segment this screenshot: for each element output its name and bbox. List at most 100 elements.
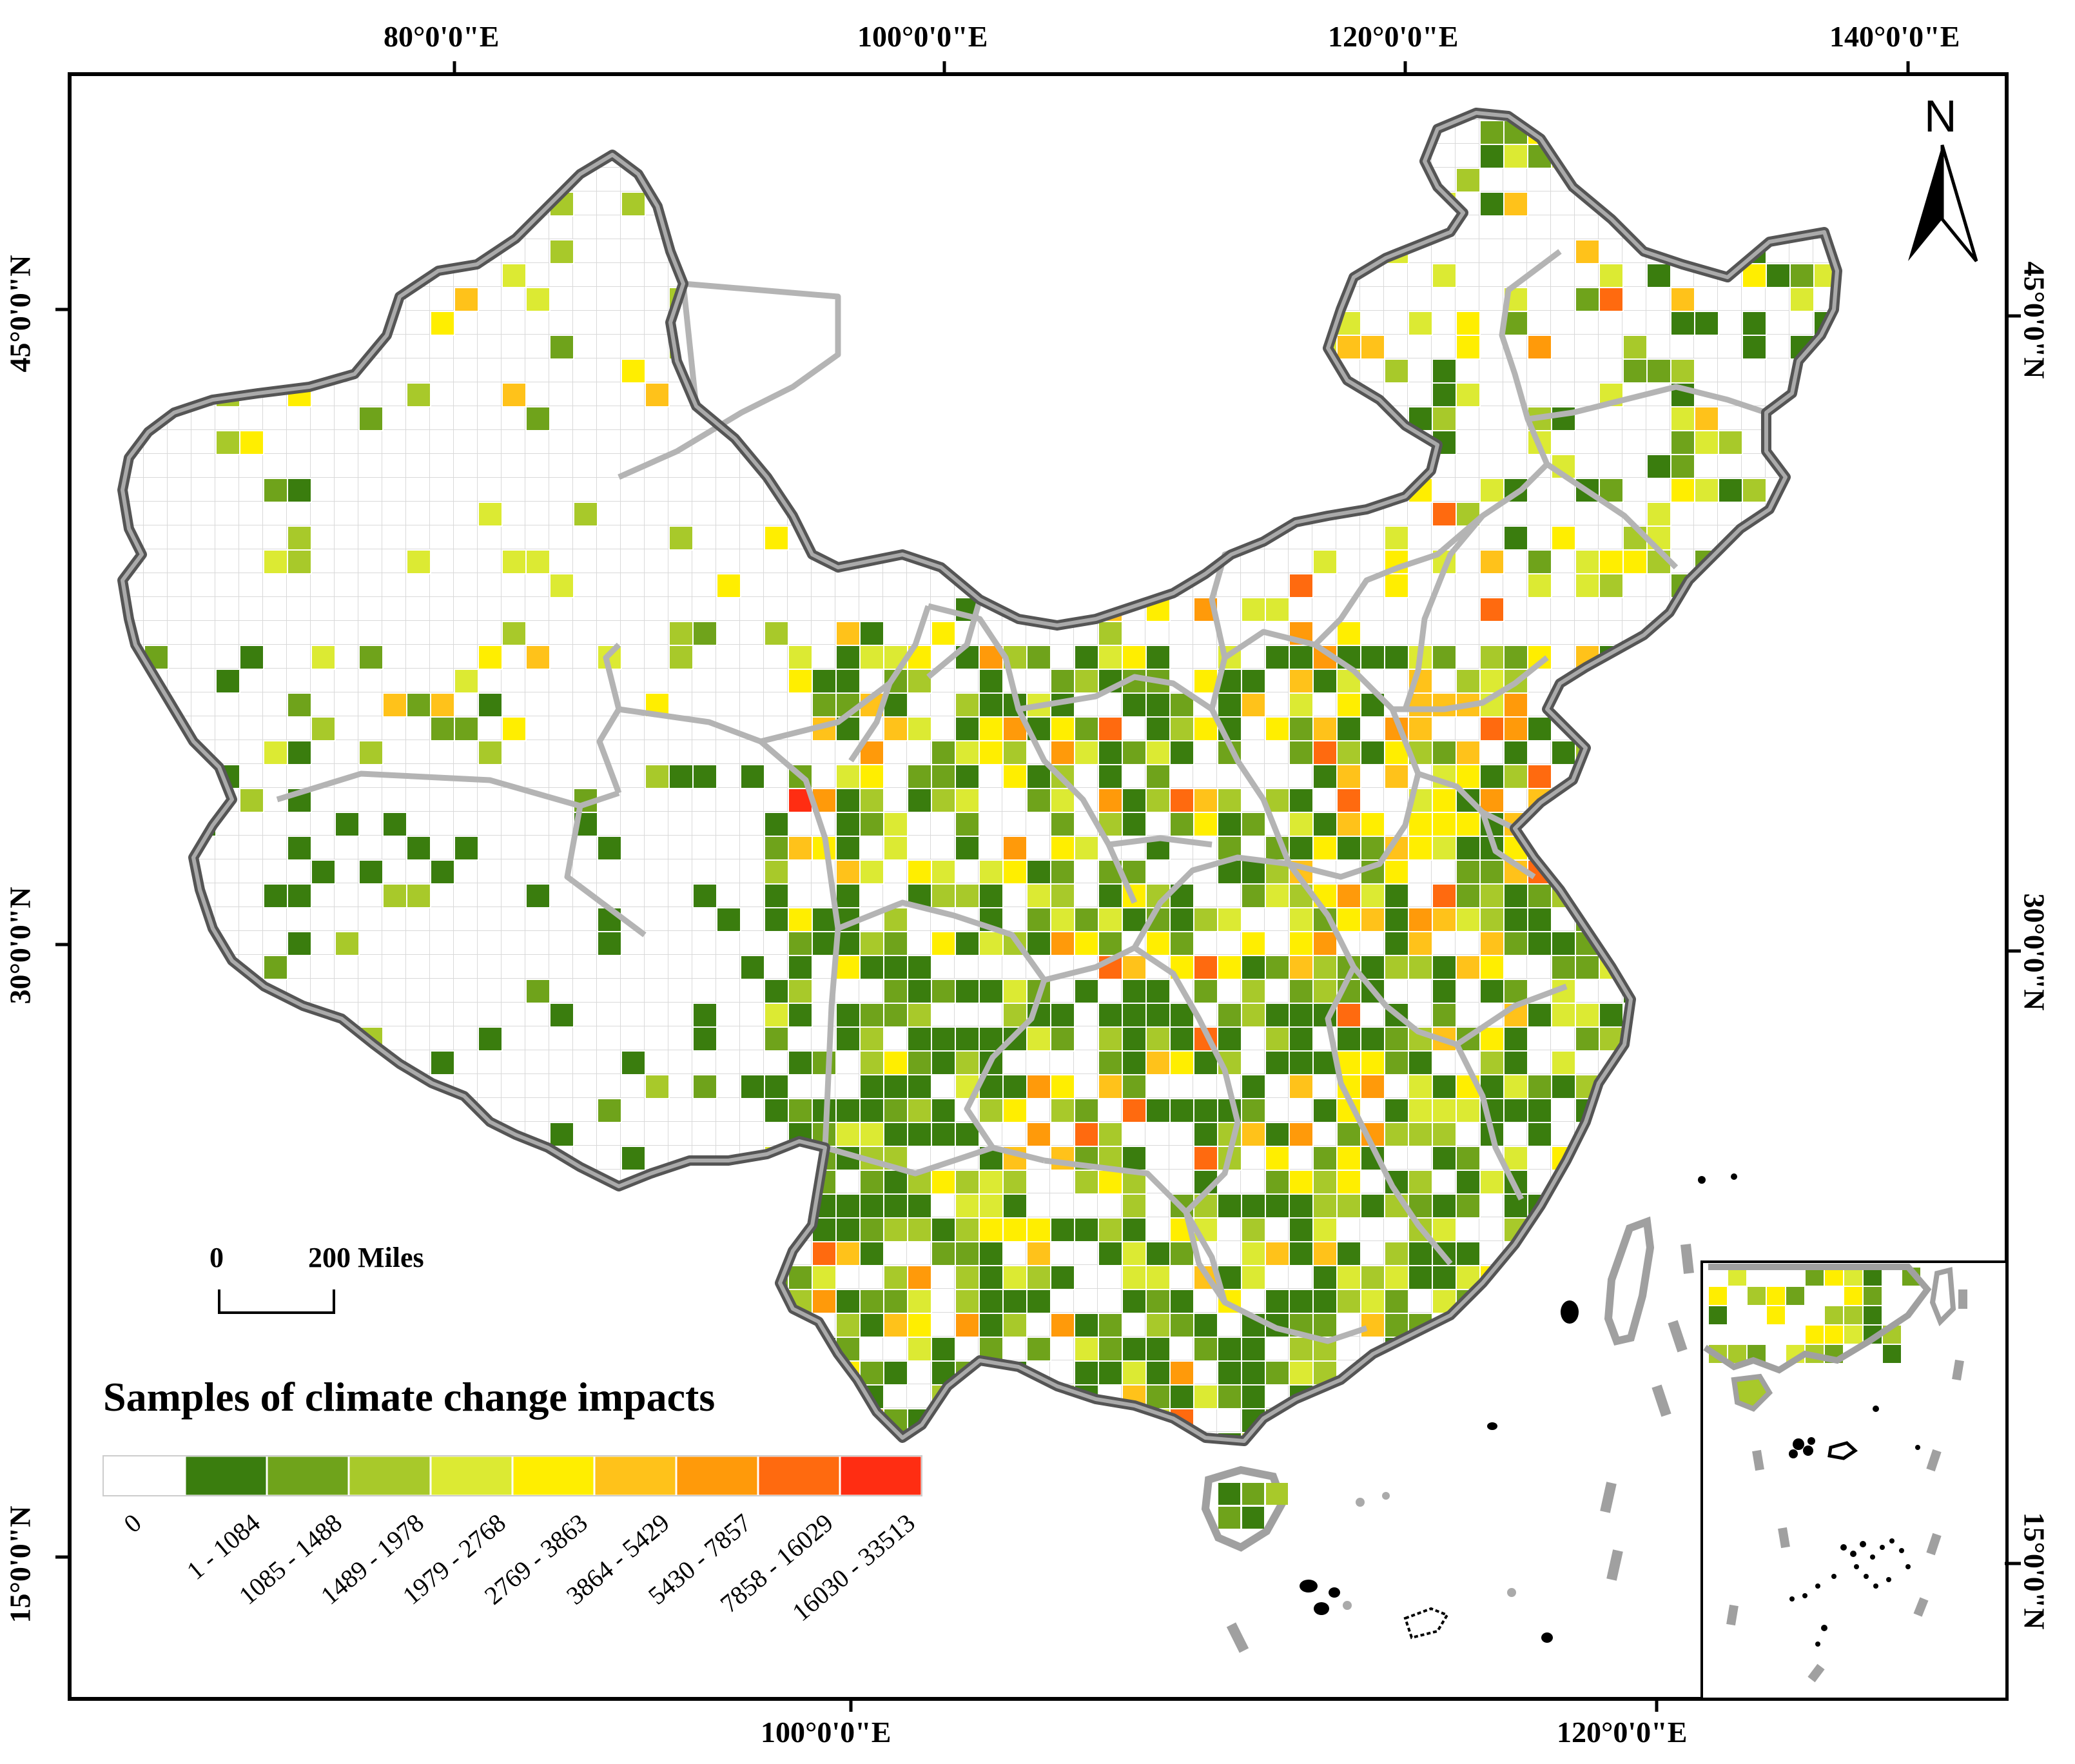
sample-cell (835, 1003, 861, 1028)
sample-cell (1289, 669, 1314, 694)
sample-cell (883, 1193, 908, 1219)
sample-cell (1527, 549, 1552, 574)
sample-cell (1503, 740, 1528, 765)
sample-cell (430, 716, 455, 741)
sample-cell (1122, 788, 1147, 813)
sample-cell (1145, 1026, 1171, 1052)
sample-cell (907, 955, 932, 980)
sample-cell (764, 1098, 789, 1123)
sample-cell (1074, 1122, 1099, 1147)
sample-cell (1217, 812, 1242, 837)
sample-cell (979, 883, 1004, 908)
sample-cell (1312, 1193, 1338, 1219)
sample-cell (955, 1241, 980, 1266)
sample-cell (1527, 573, 1552, 598)
sample-cell (1026, 931, 1051, 956)
sample-cell (955, 812, 980, 837)
sample-cell (287, 525, 312, 551)
sample-cell (1193, 1146, 1218, 1171)
sample-cell (1098, 740, 1123, 765)
sample-cell (1050, 859, 1075, 885)
sample-cell (311, 716, 336, 741)
sample-cell (1193, 1122, 1218, 1147)
legend-swatch (757, 1455, 841, 1497)
sample-cell (1098, 1170, 1123, 1195)
sample-cell (692, 764, 717, 789)
sample-cell (788, 931, 813, 956)
sample-cell (502, 716, 527, 741)
sample-cell (1360, 1289, 1385, 1314)
country-outline-inner (121, 111, 1839, 1443)
sample-cell (1503, 1146, 1528, 1171)
sample-cell (287, 740, 312, 765)
sample-cell (1527, 1074, 1552, 1099)
sample-cell (764, 859, 789, 885)
sample-cell (1122, 1241, 1147, 1266)
sample-cell (1074, 716, 1099, 741)
sample-cell (1384, 1265, 1409, 1290)
sample-cell (955, 1217, 980, 1242)
sample-cell (1456, 883, 1481, 908)
sample-cell (764, 1003, 789, 1028)
sample-cell (979, 1193, 1004, 1219)
sample-cell (931, 931, 956, 956)
sample-cell (931, 1098, 956, 1123)
sample-cell (1098, 907, 1123, 932)
sample-cell (1408, 406, 1433, 431)
sample-cell (1527, 1098, 1552, 1123)
sample-cell (931, 1122, 956, 1147)
sample-cell (1503, 764, 1528, 789)
sample-cell (1145, 1098, 1171, 1123)
sample-cell (1694, 478, 1719, 503)
sample-cell (1169, 1289, 1194, 1314)
sample-cell (883, 716, 908, 741)
sample-cell (1002, 979, 1028, 1004)
sample-cell (1360, 1074, 1385, 1099)
reef-outline (1403, 1607, 1449, 1640)
sample-cell (1074, 669, 1099, 694)
sample-cell (1336, 883, 1361, 908)
sample-cell (597, 836, 622, 861)
sample-cell (1193, 1050, 1218, 1075)
sample-cell (1551, 740, 1576, 765)
scale-bar-distance: 200 Miles (308, 1242, 424, 1273)
sample-cell (1408, 907, 1433, 932)
sample-cell (1002, 1170, 1028, 1195)
legend-color-bar (102, 1455, 923, 1497)
sample-cell (525, 287, 550, 312)
bottom-lon-label-100: 100°0'0"E (761, 1716, 891, 1749)
sample-cell (883, 1360, 908, 1386)
sample-cell (1169, 812, 1194, 837)
sample-cell (859, 1241, 884, 1266)
sample-cell (1360, 1050, 1385, 1075)
sample-cell (1527, 716, 1552, 741)
sample-cell (1479, 716, 1505, 741)
sample-cell (1217, 1026, 1242, 1052)
sample-cell (1241, 1193, 1266, 1219)
sample-cell (1217, 788, 1242, 813)
sample-cell (1026, 1074, 1051, 1099)
sample-cell (1312, 1098, 1338, 1123)
sample-cell (1360, 812, 1385, 837)
sample-cell (1098, 1217, 1123, 1242)
sample-cell (1289, 1241, 1314, 1266)
sample-cell (1265, 1289, 1290, 1314)
sample-cell (1862, 1286, 1883, 1306)
sample-cell (979, 979, 1004, 1004)
sample-cell (1050, 788, 1075, 813)
sample-cell (979, 1170, 1004, 1195)
sample-cell (1384, 931, 1409, 956)
sample-cell (1527, 335, 1552, 360)
sample-cell (1193, 669, 1218, 694)
sample-cell (1169, 716, 1194, 741)
sample-cell (1026, 1265, 1051, 1290)
sample-cell (1622, 335, 1648, 360)
sample-cell (1575, 1003, 1600, 1028)
sample-cell (835, 1241, 861, 1266)
sample-cell (1408, 1026, 1433, 1052)
sample-cell (1217, 692, 1242, 718)
sample-cell (406, 382, 431, 407)
sample-cell (907, 1313, 932, 1338)
sample-cell (1026, 1122, 1051, 1147)
legend-title: Samples of climate change impacts (103, 1374, 716, 1420)
